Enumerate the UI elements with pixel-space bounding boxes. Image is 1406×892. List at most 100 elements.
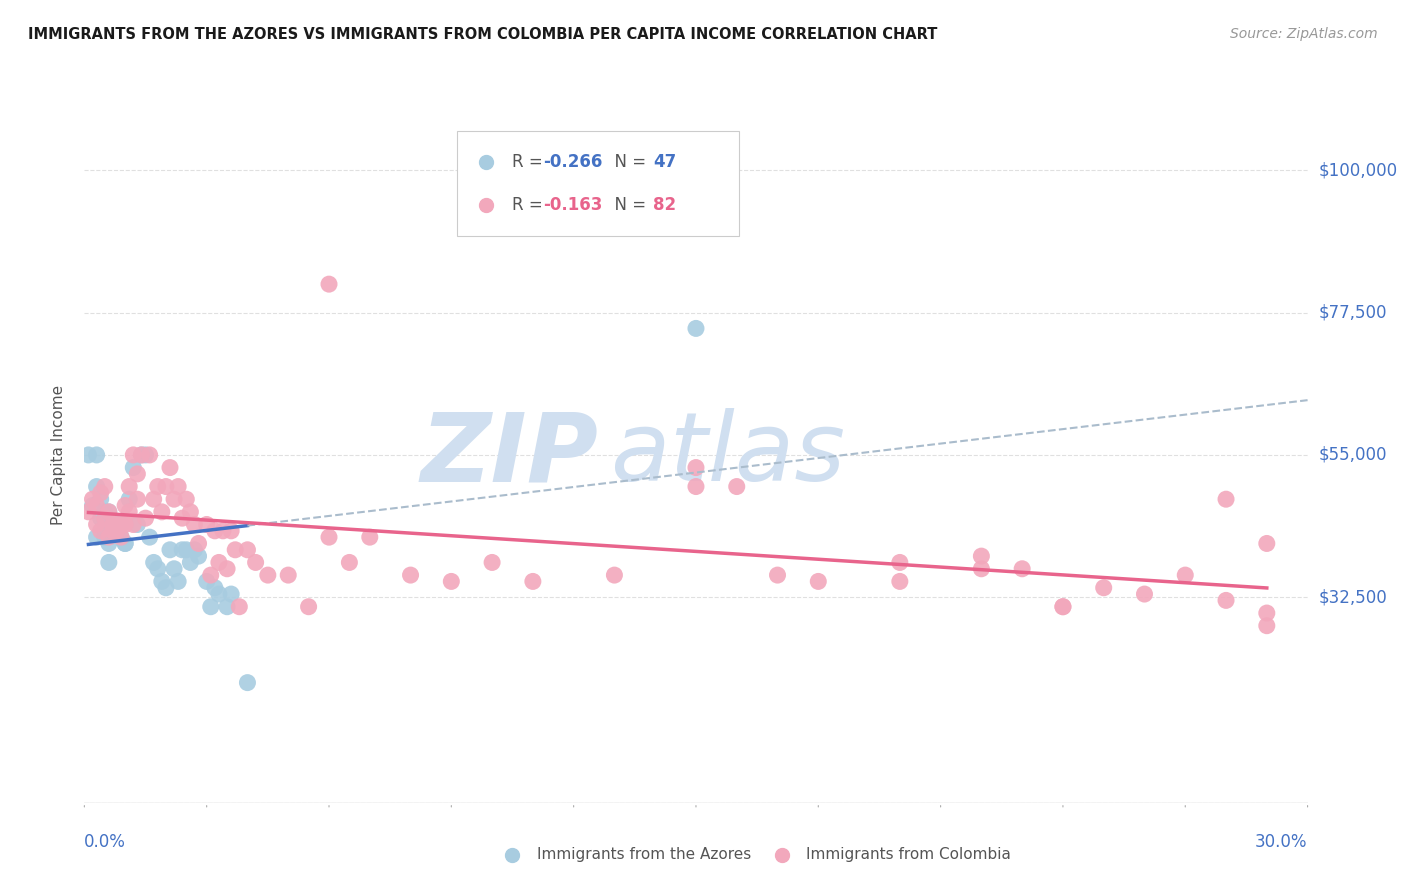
Point	[155, 479, 177, 493]
Point	[93, 511, 115, 525]
Point	[200, 599, 222, 614]
Point	[122, 460, 145, 475]
Point	[159, 460, 181, 475]
Point	[1092, 581, 1115, 595]
Point	[1174, 568, 1197, 582]
Point	[208, 556, 231, 570]
Text: IMMIGRANTS FROM THE AZORES VS IMMIGRANTS FROM COLOMBIA PER CAPITA INCOME CORRELA: IMMIGRANTS FROM THE AZORES VS IMMIGRANTS…	[28, 27, 938, 42]
Point	[685, 460, 707, 475]
Point	[163, 562, 186, 576]
Text: 47: 47	[654, 153, 676, 171]
Point	[93, 505, 115, 519]
Point	[204, 581, 226, 595]
Text: atlas: atlas	[610, 409, 845, 501]
Point	[105, 517, 128, 532]
Point	[97, 556, 120, 570]
Point	[77, 448, 100, 462]
Point	[131, 448, 153, 462]
Point	[172, 511, 194, 525]
Text: 0.0%: 0.0%	[84, 833, 127, 851]
Point	[127, 467, 149, 481]
Point	[82, 499, 104, 513]
Point	[1011, 562, 1033, 576]
Point	[90, 511, 112, 525]
Point	[105, 524, 128, 538]
Text: ZIP: ZIP	[420, 409, 598, 501]
Point	[187, 549, 209, 563]
Point	[155, 581, 177, 595]
Point	[174, 542, 197, 557]
Point	[208, 587, 231, 601]
Text: Immigrants from Colombia: Immigrants from Colombia	[806, 847, 1011, 863]
Text: -0.163: -0.163	[543, 196, 602, 214]
Text: 82: 82	[654, 196, 676, 214]
Text: R =: R =	[512, 196, 548, 214]
Point	[1215, 593, 1237, 607]
Point	[118, 492, 141, 507]
Point	[179, 505, 201, 519]
Point	[97, 505, 120, 519]
Point	[219, 524, 242, 538]
Point	[440, 574, 463, 589]
Point	[1256, 618, 1278, 632]
Point	[118, 479, 141, 493]
Point	[766, 568, 789, 582]
Point	[1052, 599, 1074, 614]
Point	[110, 530, 132, 544]
Point	[82, 492, 104, 507]
Point	[179, 556, 201, 570]
Point	[277, 568, 299, 582]
Point	[167, 479, 190, 493]
Point	[90, 486, 112, 500]
Text: $55,000: $55,000	[1319, 446, 1388, 464]
Point	[150, 574, 173, 589]
Point	[93, 524, 115, 538]
Text: Source: ZipAtlas.com: Source: ZipAtlas.com	[1230, 27, 1378, 41]
Point	[522, 574, 544, 589]
Point	[86, 448, 108, 462]
Point	[86, 530, 108, 544]
Point	[131, 448, 153, 462]
Point	[122, 517, 145, 532]
Point	[725, 479, 748, 493]
Point	[359, 530, 381, 544]
Point	[138, 530, 160, 544]
Point	[1052, 599, 1074, 614]
Point	[86, 499, 108, 513]
Point	[187, 536, 209, 550]
Point	[90, 492, 112, 507]
Point	[889, 556, 911, 570]
Point	[195, 574, 218, 589]
Point	[101, 517, 124, 532]
Text: N =: N =	[605, 153, 651, 171]
Point	[399, 568, 422, 582]
Point	[150, 505, 173, 519]
Point	[101, 524, 124, 538]
Point	[685, 321, 707, 335]
Text: 30.0%: 30.0%	[1256, 833, 1308, 851]
Point	[236, 675, 259, 690]
FancyBboxPatch shape	[457, 131, 738, 235]
Point	[172, 542, 194, 557]
Text: $77,500: $77,500	[1319, 303, 1388, 322]
Point	[142, 492, 165, 507]
Point	[114, 517, 136, 532]
Point	[93, 479, 115, 493]
Point	[114, 499, 136, 513]
Point	[110, 530, 132, 544]
Point	[236, 542, 259, 557]
Point	[146, 562, 169, 576]
Point	[298, 599, 321, 614]
Point	[90, 524, 112, 538]
Point	[603, 568, 626, 582]
Point	[138, 448, 160, 462]
Text: Immigrants from the Azores: Immigrants from the Azores	[537, 847, 751, 863]
Point	[146, 479, 169, 493]
Point	[318, 530, 340, 544]
Point	[970, 562, 993, 576]
Y-axis label: Per Capita Income: Per Capita Income	[51, 384, 66, 525]
Point	[105, 517, 128, 532]
Text: -0.266: -0.266	[543, 153, 602, 171]
Point	[122, 448, 145, 462]
Point	[135, 511, 157, 525]
